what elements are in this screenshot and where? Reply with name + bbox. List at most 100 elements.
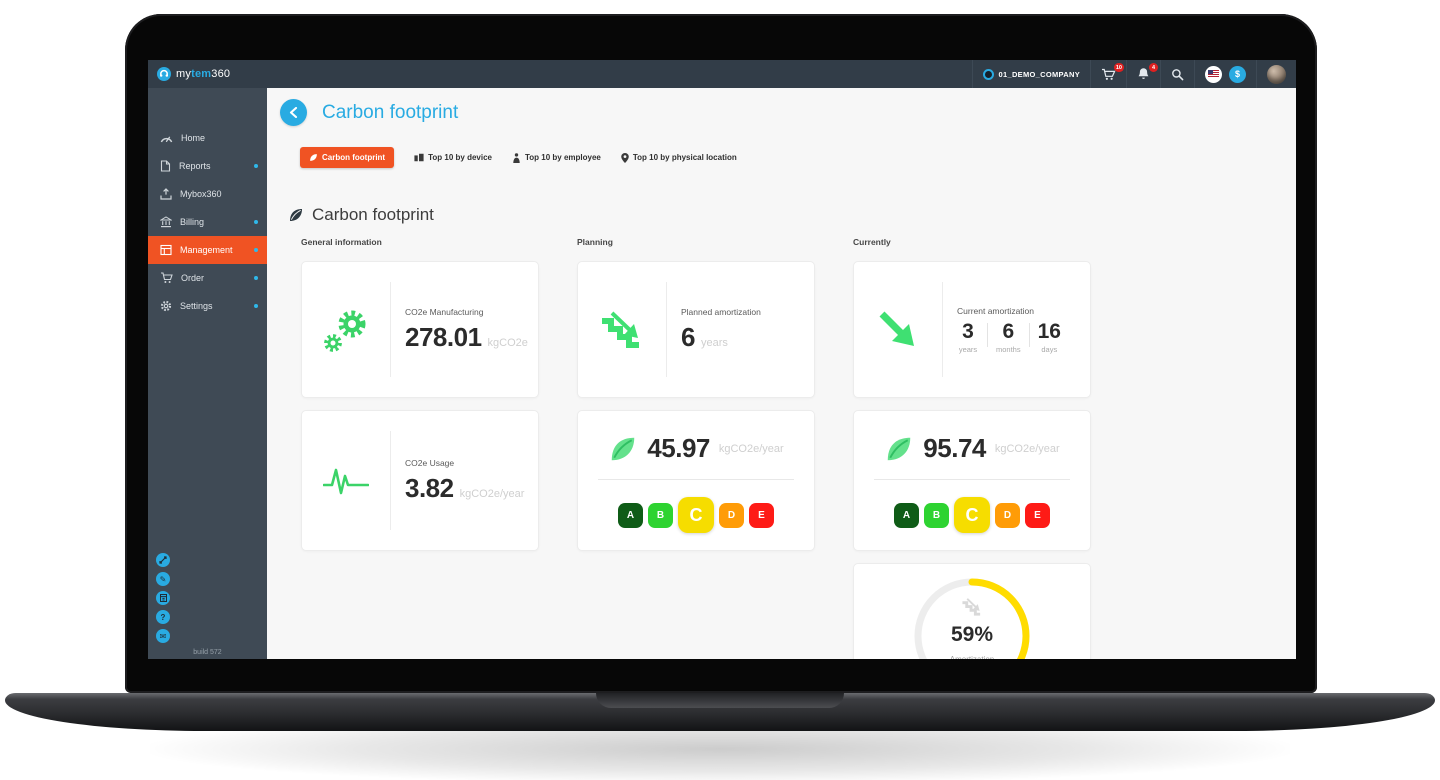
logo-text: mytem360 (176, 68, 231, 80)
amortization-donut-arc (914, 578, 1030, 659)
fullscreen-button[interactable] (156, 553, 170, 567)
gears-icon (302, 304, 390, 356)
column-label-general: General information (301, 237, 382, 247)
sidebar-item-home[interactable]: Home (148, 124, 267, 152)
rating-badge-e: E (1025, 502, 1050, 528)
submenu-dot (254, 220, 258, 224)
rating-badge-d: D (995, 502, 1020, 528)
sidebar-item-settings[interactable]: Settings (148, 292, 267, 320)
leaf-icon (612, 437, 635, 460)
rating-badge-d: D (719, 502, 744, 528)
pulse-icon (302, 466, 390, 496)
card-divider (390, 431, 391, 530)
back-button[interactable] (280, 99, 307, 126)
card-amortization-gauge: 59% Amortization (853, 563, 1091, 659)
sidebar-item-order[interactable]: Order (148, 264, 267, 292)
company-selector[interactable]: 01_DEMO_COMPANY (971, 60, 1090, 88)
leaf-icon (290, 209, 302, 221)
rating-badge-b: B (648, 502, 673, 528)
card-divider (666, 282, 667, 377)
stat-label: CO2e Usage (405, 457, 455, 468)
tab-top10-location[interactable]: Top 10 by physical location (621, 152, 737, 163)
footprint-value: 45.97 (647, 433, 710, 463)
sidebar-item-management[interactable]: Management (148, 236, 267, 264)
arrow-down-right-icon (854, 308, 942, 352)
energy-rating-scale: A B C D E (866, 497, 1078, 533)
sidebar-item-label: Settings (180, 301, 213, 311)
cart-icon (1102, 68, 1116, 80)
sidebar-item-reports[interactable]: Reports (148, 152, 267, 180)
footprint-unit: kgCO2e/year (994, 442, 1060, 455)
sidebar-item-mybox360[interactable]: Mybox360 (148, 180, 267, 208)
help-button[interactable]: ? (156, 610, 170, 624)
sidebar-nav: Home Reports (148, 88, 267, 320)
sidebar: Home Reports (148, 88, 267, 659)
currency-button[interactable]: $ (1229, 65, 1246, 83)
divider (1028, 322, 1030, 347)
sidebar-item-label: Home (181, 133, 206, 143)
sidebar-quick-actions: ✎ ? ✉ (156, 553, 170, 643)
build-version: build 572 (193, 649, 222, 656)
tab-top10-device[interactable]: Top 10 by device (414, 153, 492, 162)
us-flag-icon (1208, 70, 1219, 78)
card-current-footprint: 95.74 kgCO2e/year A B C D E (853, 410, 1091, 551)
stat-unit: kgCO2e/year (459, 487, 525, 500)
question-mark-icon: ? (160, 612, 166, 622)
bell-icon (1138, 68, 1149, 79)
notifications-button[interactable]: 4 (1126, 60, 1160, 88)
resize-arrows-icon (159, 556, 167, 564)
contact-button[interactable]: ✉ (156, 629, 170, 643)
card-co2e-manufacturing: CO2e Manufacturing 278.01 kgCO2e (301, 261, 539, 398)
user-avatar[interactable] (1267, 64, 1286, 84)
stat-value: 6 (681, 321, 695, 352)
rating-badge-b: B (924, 502, 949, 528)
sidebar-item-label: Reports (179, 161, 211, 171)
calculator-button[interactable] (156, 591, 170, 605)
stat-label: CO2e Manufacturing (405, 306, 484, 317)
sidebar-item-label: Billing (180, 217, 205, 227)
employee-icon (513, 152, 520, 163)
tab-carbon-footprint[interactable]: Carbon footprint (300, 147, 395, 168)
gauge-icon (160, 136, 173, 143)
cart-button[interactable]: 10 (1090, 60, 1126, 88)
search-button[interactable] (1160, 60, 1194, 88)
app-logo[interactable]: mytem360 (157, 67, 230, 81)
divider (987, 322, 988, 347)
card-divider (942, 282, 943, 377)
sidebar-item-billing[interactable]: Billing (148, 208, 267, 236)
months-unit: months (996, 344, 1021, 354)
main-content: Carbon footprint Carbon footprint To (267, 88, 1296, 659)
tab-top10-employee[interactable]: Top 10 by employee (512, 152, 601, 163)
mytem360-logo-icon (157, 67, 171, 81)
rating-badge-a: A (894, 502, 919, 528)
footprint-value: 95.74 (923, 433, 986, 463)
edit-button[interactable]: ✎ (156, 572, 170, 586)
submenu-dot (254, 164, 258, 168)
language-flag-button[interactable] (1205, 65, 1222, 83)
cart-badge: 10 (1113, 63, 1124, 72)
gear-icon (160, 300, 172, 312)
company-name: 01_DEMO_COMPANY (998, 69, 1080, 79)
upload-tray-icon (160, 188, 172, 200)
chevron-left-icon (289, 107, 298, 118)
amortization-donut: 59% Amortization (912, 576, 1032, 659)
leaf-icon (888, 437, 911, 460)
stat-value: 278.01 (405, 321, 482, 352)
currency-symbol: $ (1234, 69, 1240, 79)
laptop-base (5, 693, 1435, 731)
stat-value: 3.82 (405, 472, 454, 503)
pencil-icon: ✎ (159, 574, 167, 584)
card-divider (598, 479, 794, 480)
years-value: 3 (962, 319, 974, 343)
gauge-label: Amortization (912, 655, 1032, 659)
stat-label: Planned amortization (681, 306, 761, 317)
sidebar-item-label: Management (180, 245, 233, 255)
months-value: 6 (1002, 319, 1015, 343)
submenu-dot (254, 248, 258, 252)
card-divider (874, 479, 1070, 480)
card-co2e-usage: CO2e Usage 3.82 kgCO2e/year (301, 410, 539, 551)
column-currently: Current amortization 3 years 6 (853, 261, 1091, 659)
stat-label: Current amortization (957, 305, 1035, 316)
bank-icon (160, 216, 172, 228)
